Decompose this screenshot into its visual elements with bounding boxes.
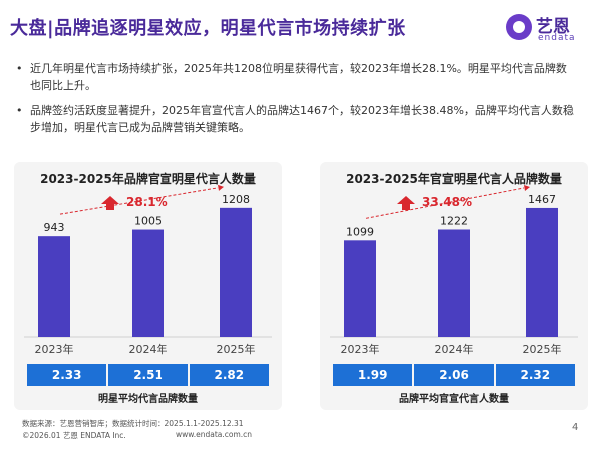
category-tick-label: 2024年	[129, 342, 168, 356]
ratio-cell: 2.32	[495, 364, 575, 386]
chart-panel-brands: 2023-2025年官宣明星代言人品牌数量 1099 2023年 1222 2024年…	[320, 162, 588, 410]
ratio-table: 2.33 2.51 2.82	[27, 364, 269, 386]
growth-rate-label: 28.1%	[126, 195, 168, 209]
bar-value-label: 1005	[134, 215, 162, 228]
page-title: 大盘|品牌追逐明星效应，明星代言市场持续扩张	[10, 18, 406, 39]
ratio-table: 1.99 2.06 2.32	[333, 364, 575, 386]
ratio-cell: 2.06	[414, 364, 494, 386]
chart-title: 2023-2025年官宣明星代言人品牌数量	[346, 172, 562, 186]
ratio-cell: 1.99	[333, 364, 413, 386]
bar-value-label: 943	[44, 221, 65, 234]
ratio-cell: 2.51	[108, 364, 188, 386]
footer-source: 数据来源：艺恩营销智库；数据统计时间：2025.1.1-2025.12.31	[22, 419, 244, 428]
page-number: 4	[572, 422, 579, 433]
bar-value-label: 1467	[528, 193, 556, 206]
endorsers-bar-chart: 943 2023年 1005 2024年 1208 2025年 28.1%	[24, 184, 272, 356]
chart-panel-endorsers: 2023-2025年品牌官宣明星代言人数量 943 2023年 1005 2024年 1…	[14, 162, 282, 410]
ratio-cell: 2.33	[27, 364, 107, 386]
bar	[344, 240, 376, 337]
bar-value-label: 1208	[222, 193, 250, 206]
growth-trend-line	[59, 187, 219, 215]
logo-text-cn: 艺恩	[536, 17, 570, 37]
category-tick-label: 2024年	[435, 342, 474, 356]
bullet-item: 品牌签约活跃度显著提升，2025年官宣代言人的品牌达1467个，较2023年增长…	[14, 102, 574, 136]
category-tick-label: 2023年	[35, 342, 74, 356]
up-arrow-icon	[101, 196, 119, 210]
footer-url: www.endata.com.cn	[176, 430, 253, 439]
bar	[132, 229, 164, 337]
category-tick-label: 2025年	[217, 342, 256, 356]
bar	[38, 236, 70, 337]
bar	[438, 229, 470, 337]
footer-notes: 数据来源：艺恩营销智库；数据统计时间：2025.1.1-2025.12.31 ©…	[22, 418, 244, 442]
ratio-caption: 品牌平均官宣代言人数量	[399, 394, 509, 405]
category-tick-label: 2025年	[523, 342, 562, 356]
footer-copyright: ©2026.01 艺恩 ENDATA Inc.	[22, 431, 126, 440]
growth-arrowhead	[218, 184, 224, 191]
brands-bar-chart: 1099 2023年 1222 2024年 1467 2025年 33.48%	[330, 184, 578, 356]
growth-rate-label: 33.48%	[422, 195, 472, 209]
up-arrow-icon	[397, 196, 415, 210]
logo-text-en: endata	[538, 33, 576, 43]
bar-value-label: 1222	[440, 214, 468, 227]
growth-arrowhead	[524, 184, 530, 191]
ratio-cell: 2.82	[189, 364, 269, 386]
brand-logo: 艺恩 endata	[506, 12, 586, 46]
growth-trend-line	[365, 187, 525, 219]
chart-title: 2023-2025年品牌官宣明星代言人数量	[40, 172, 256, 186]
logo-icon	[506, 14, 532, 40]
category-tick-label: 2023年	[341, 342, 380, 356]
ratio-caption: 明星平均代言品牌数量	[98, 394, 198, 405]
summary-bullets: 近几年明星代言市场持续扩张，2025年共1208位明星获得代言，较2023年增长…	[14, 60, 574, 144]
bar-value-label: 1099	[346, 225, 374, 238]
bullet-item: 近几年明星代言市场持续扩张，2025年共1208位明星获得代言，较2023年增长…	[14, 60, 574, 94]
bar	[220, 207, 252, 337]
bar	[526, 207, 558, 337]
